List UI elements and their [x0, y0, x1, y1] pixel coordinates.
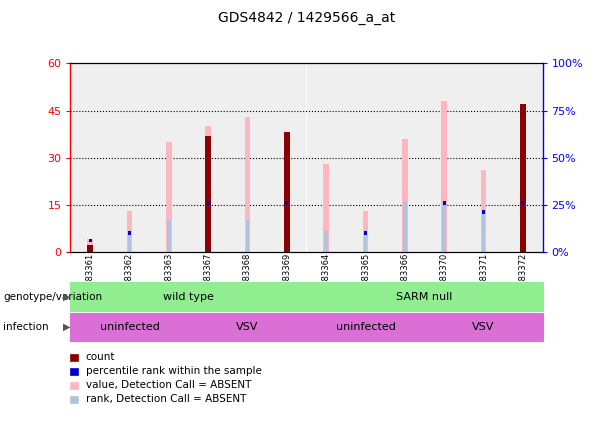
Text: genotype/variation: genotype/variation	[3, 291, 102, 302]
Bar	[89, 239, 92, 242]
Text: ▶: ▶	[63, 291, 70, 302]
Bar	[87, 239, 93, 252]
Text: SARM null: SARM null	[397, 291, 452, 302]
Bar	[128, 231, 131, 252]
Bar	[70, 63, 110, 252]
Text: rank, Detection Call = ABSENT: rank, Detection Call = ABSENT	[86, 394, 246, 404]
Bar	[323, 164, 329, 252]
Bar	[285, 220, 289, 252]
Bar	[267, 63, 306, 252]
Bar	[482, 210, 485, 252]
Bar	[205, 126, 211, 252]
Bar	[402, 139, 408, 252]
Text: GDS4842 / 1429566_a_at: GDS4842 / 1429566_a_at	[218, 11, 395, 25]
Text: infection: infection	[3, 322, 48, 332]
Bar	[306, 63, 346, 252]
Bar	[149, 63, 189, 252]
Bar	[166, 142, 172, 252]
Bar	[521, 201, 524, 205]
Bar	[364, 231, 367, 252]
Bar	[442, 201, 446, 252]
Bar	[424, 63, 464, 252]
Bar	[362, 211, 368, 252]
Bar	[285, 201, 288, 205]
Bar	[245, 117, 251, 252]
Text: count: count	[86, 352, 115, 363]
Bar	[110, 63, 149, 252]
Bar	[520, 104, 526, 252]
Text: uninfected: uninfected	[335, 322, 395, 332]
Bar	[284, 132, 290, 252]
Bar	[228, 63, 267, 252]
Text: uninfected: uninfected	[99, 322, 159, 332]
Bar	[481, 170, 487, 252]
Text: ▶: ▶	[63, 322, 70, 332]
Text: VSV: VSV	[236, 322, 259, 332]
Bar	[443, 201, 446, 205]
Bar	[346, 63, 385, 252]
Bar	[206, 201, 210, 252]
Bar	[521, 201, 525, 252]
Bar	[167, 220, 171, 252]
Bar	[189, 63, 228, 252]
Bar	[246, 220, 249, 252]
Bar	[205, 136, 211, 252]
Bar	[464, 63, 503, 252]
Bar	[364, 231, 367, 235]
Bar	[503, 63, 543, 252]
Bar	[87, 245, 93, 252]
Bar	[324, 231, 328, 252]
Bar	[126, 211, 132, 252]
Bar	[441, 101, 447, 252]
Bar	[403, 201, 407, 252]
Text: VSV: VSV	[472, 322, 495, 332]
Text: percentile rank within the sample: percentile rank within the sample	[86, 366, 262, 376]
Text: wild type: wild type	[163, 291, 214, 302]
Bar	[385, 63, 424, 252]
Text: value, Detection Call = ABSENT: value, Detection Call = ABSENT	[86, 380, 251, 390]
Bar	[207, 201, 210, 205]
Bar	[128, 231, 131, 235]
Bar	[482, 210, 485, 214]
